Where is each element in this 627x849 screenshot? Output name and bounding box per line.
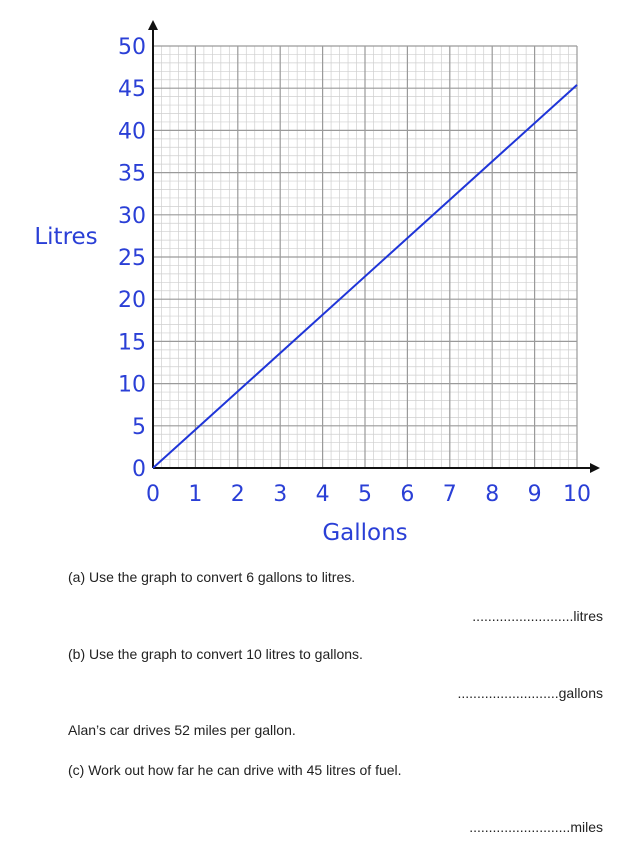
y-axis-label: Litres	[34, 224, 97, 250]
y-tick-labels: 0 5 10 15 20 25 30 35 40 45 50	[118, 35, 146, 482]
x-tick-label: 1	[188, 482, 202, 507]
x-axis-label: Gallons	[322, 520, 407, 546]
question-b: (b) Use the graph to convert 10 litres t…	[68, 646, 363, 662]
x-tick-label: 7	[443, 482, 457, 507]
question-a: (a) Use the graph to convert 6 gallons t…	[68, 569, 356, 585]
chart-grid	[152, 45, 578, 469]
y-tick-label: 0	[132, 457, 146, 482]
x-tick-label: 10	[563, 482, 591, 507]
y-tick-label: 10	[118, 373, 146, 398]
y-tick-label: 40	[118, 119, 146, 144]
y-tick-label: 15	[118, 330, 146, 355]
y-axis-arrow-icon	[148, 20, 158, 30]
x-tick-label: 2	[231, 482, 245, 507]
x-tick-label: 4	[316, 482, 330, 507]
y-tick-label: 20	[118, 288, 146, 313]
x-tick-labels: 0 1 2 3 4 5 6 7 8 9 10	[146, 482, 591, 507]
y-tick-label: 45	[118, 77, 146, 102]
x-tick-label: 9	[528, 482, 542, 507]
question-c: (c) Work out how far he can drive with 4…	[68, 762, 402, 778]
x-tick-label: 8	[485, 482, 499, 507]
info-text: Alan’s car drives 52 miles per gallon.	[68, 722, 296, 738]
y-tick-label: 35	[118, 162, 146, 187]
y-tick-label: 5	[132, 415, 146, 440]
y-tick-label: 30	[118, 204, 146, 229]
x-tick-label: 6	[400, 482, 414, 507]
answer-line-a: ..........................litres	[472, 608, 603, 624]
series-line	[152, 84, 578, 469]
y-tick-label: 50	[118, 35, 146, 60]
chart-series	[152, 84, 578, 469]
y-tick-label: 25	[118, 246, 146, 271]
answer-line-c: ..........................miles	[469, 819, 603, 835]
answer-line-b: ..........................gallons	[457, 685, 604, 701]
x-tick-label: 3	[273, 482, 287, 507]
x-axis-arrow-icon	[590, 463, 600, 473]
x-tick-label: 5	[358, 482, 372, 507]
x-tick-label: 0	[146, 482, 160, 507]
chart-axes	[148, 20, 600, 473]
